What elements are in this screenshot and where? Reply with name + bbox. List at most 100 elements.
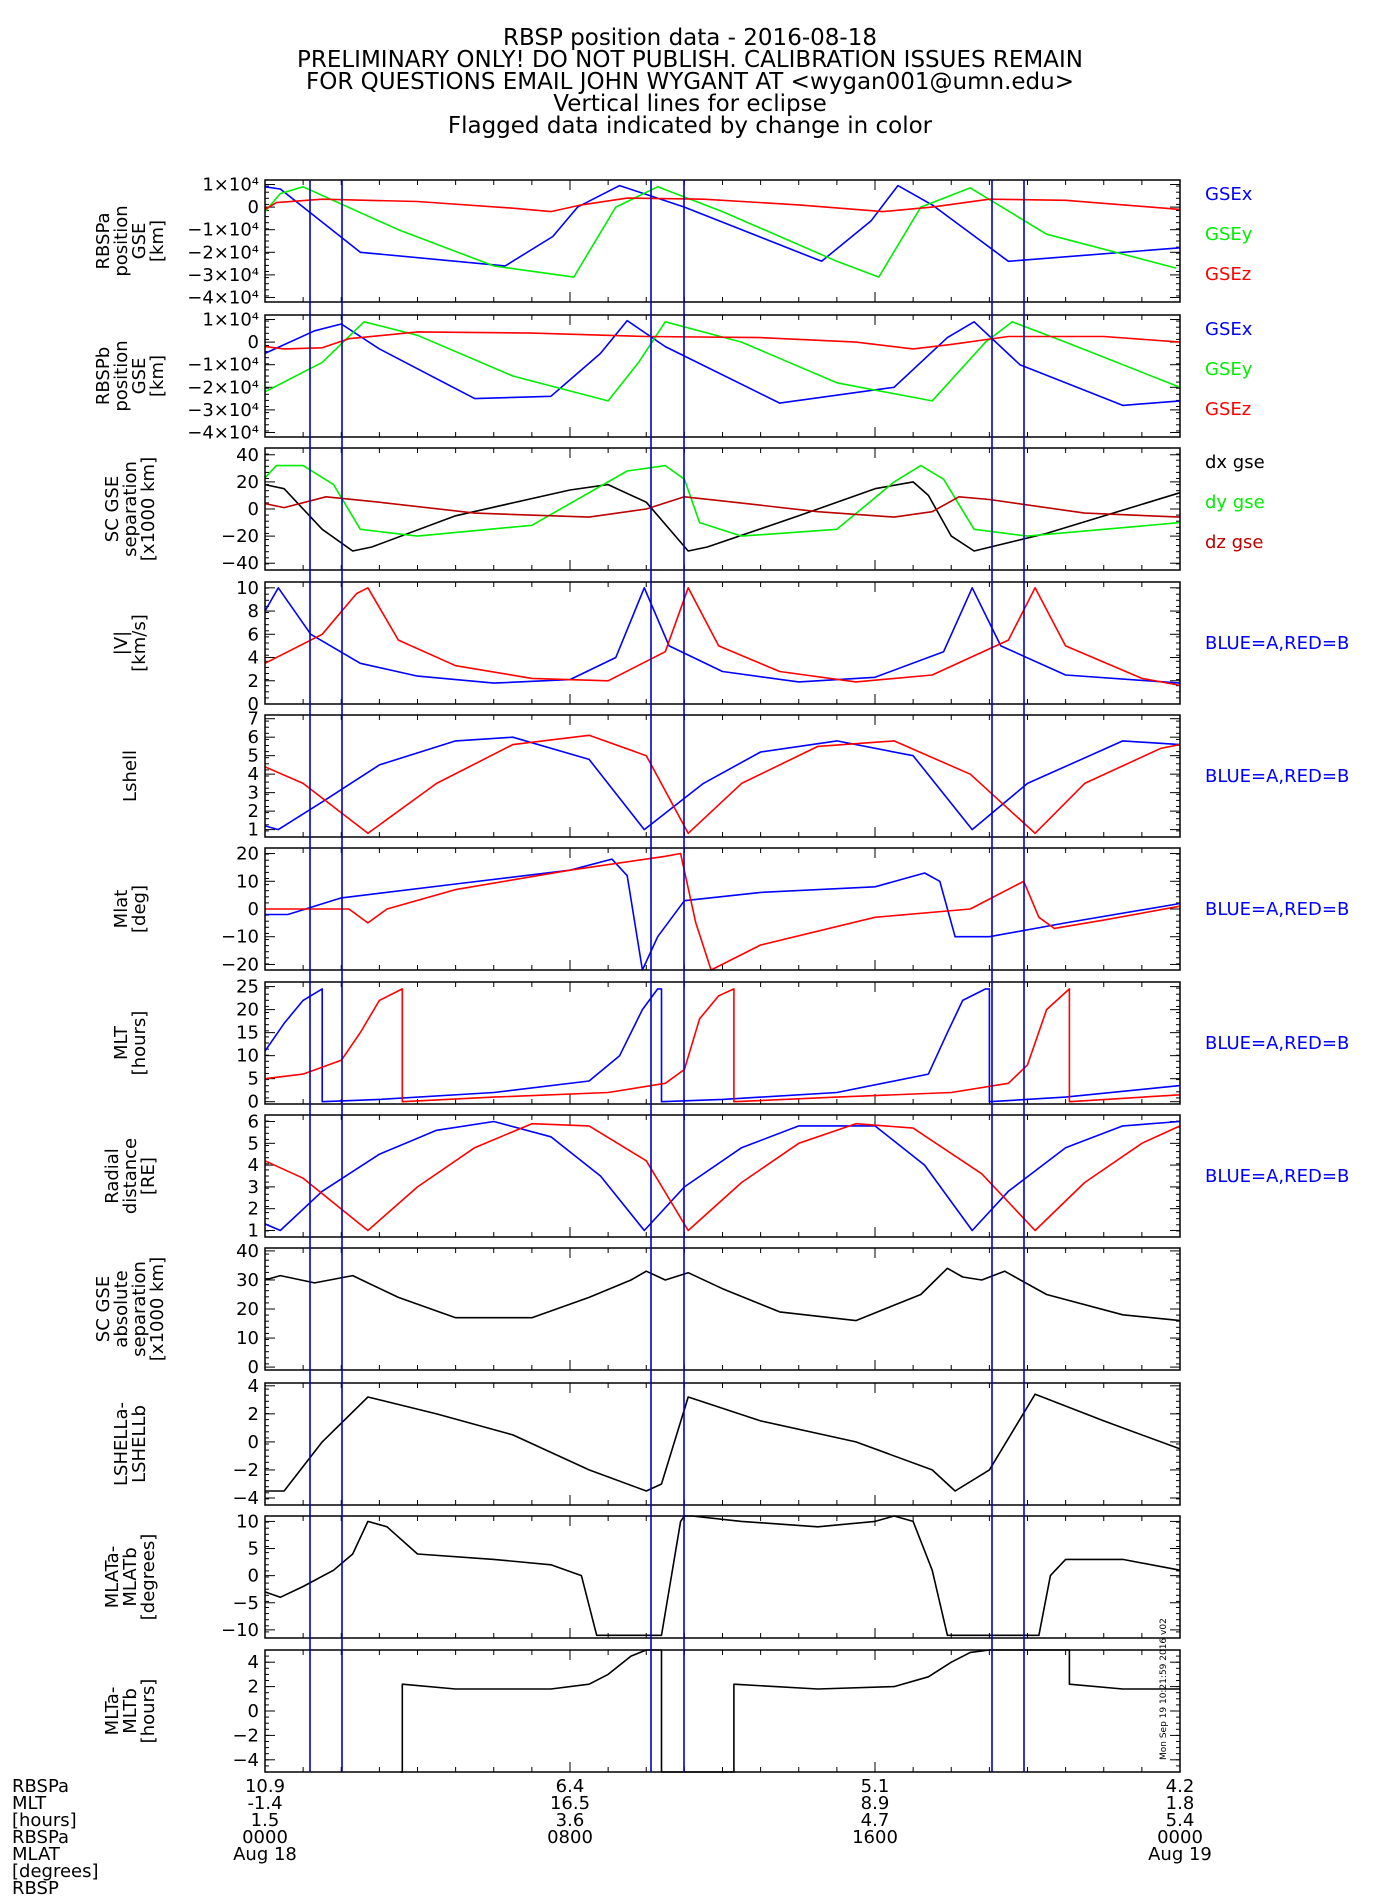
y-tick-label: 0 [248,197,259,218]
y-tick-label: 0 [248,899,259,920]
y-tick-label: −10 [221,927,259,948]
y-tick-label: 8 [248,601,259,622]
series-line-b [264,587,1181,687]
y-tick-label: 1 [248,1220,259,1241]
version-stamp: Mon Sep 19 10:21:59 2016 v02 [1159,1618,1169,1760]
y-tick-label: 20 [236,1000,259,1021]
legend-entry: BLUE=A,RED=B [1205,633,1349,654]
series-line-a [264,587,1181,684]
panel-11: 10 5 0 −5 −10 MLATa-MLATb[degrees] [102,1511,1181,1641]
footer-tick-label: 3.6 [556,1810,585,1831]
y-tick-label: 6 [248,727,259,748]
y-tick-label: 5 [248,1539,259,1560]
y-tick-label: 2 [248,1677,259,1698]
footer-tick-label: 5.1 [861,1776,890,1797]
y-axis-label: |V|[km/s] [111,614,150,671]
y-tick-label: 0 [248,1432,259,1453]
series-line-dx-gse [264,481,1181,552]
y-tick-label: 0 [248,332,259,353]
y-tick-label: 0 [248,1566,259,1587]
legend-entry: BLUE=A,RED=B [1205,1033,1349,1054]
series-line-gsex [264,319,1181,407]
panel-frame [264,981,1181,1105]
y-tick-label: 2 [248,1404,259,1425]
legend-entry: BLUE=A,RED=B [1205,766,1349,787]
y-tick-label: −2×10⁴ [187,377,259,398]
legend-entry: BLUE=A,RED=B [1205,1166,1349,1187]
y-axis-label: RBSPapositionGSE[km] [93,205,168,276]
footer-row-label: RBSPa [12,1776,69,1797]
series-line-value [265,1393,1181,1492]
footer-row-label: [degrees] [12,1861,99,1882]
footer-axis-labels: RBSPaMLT[hours]RBSPaMLAT[degrees]RBSP10.… [12,1776,1212,1899]
y-tick-label: 6 [248,1112,259,1133]
footer-row-label: [hours] [12,1810,77,1831]
y-tick-label: 20 [236,844,259,865]
title-line-3: FOR QUESTIONS EMAIL JOHN WYGANT AT <wyga… [306,69,1074,95]
y-axis-label: SC GSEseparation[x1000 km] [102,457,159,561]
panel-12: 4 2 0 −2 −4 MLTa-MLTb[hours] [102,1649,1181,1773]
panel-frame [264,1114,1181,1238]
y-tick-label: −3×10⁴ [187,400,259,421]
title-line-4: Vertical lines for eclipse [553,91,826,117]
footer-row-label: RBSPa [12,1827,69,1848]
title-line-5: Flagged data indicated by change in colo… [448,113,933,139]
y-tick-label: 15 [236,1023,259,1044]
footer-tick-label: 4.7 [861,1810,890,1831]
panel-frame [264,179,1181,303]
y-tick-label: 40 [236,445,259,466]
series-line-value [264,1515,1181,1637]
y-tick-label: 0 [248,694,259,715]
panel-frame [264,847,1181,971]
y-tick-label: 6 [248,624,259,645]
y-tick-label: 3 [248,783,259,804]
y-tick-label: 2 [248,671,259,692]
y-tick-label: −4×10⁴ [187,422,259,443]
series-line-b [264,734,1181,835]
footer-tick-label: 1.8 [1166,1793,1195,1814]
legend-entry: GSEz [1205,264,1251,285]
y-tick-label: 2 [248,1199,259,1220]
y-tick-label: −4 [232,1488,259,1509]
series-line-b [265,852,1181,971]
panel-frame [264,581,1181,705]
y-tick-label: −2 [232,1725,259,1746]
footer-row-label: MLAT [12,1844,61,1865]
y-tick-label: 0 [248,499,259,520]
y-axis-label: RBSPbpositionGSE[km] [93,340,168,411]
y-axis-label: MLTa-MLTb[hours] [102,1679,159,1744]
panel-6: 20 10 0 −10 −20 Mlat[deg] BLUE=A,RED=B [111,844,1349,976]
y-tick-label: 4 [248,1376,259,1397]
legend-entry: dz gse [1205,532,1263,553]
series-line-b [264,1122,1181,1232]
y-axis-label: MLATa-MLATb[degrees] [102,1534,159,1621]
footer-tick-label: 1.5 [251,1810,280,1831]
y-tick-label: −4 [232,1750,259,1771]
series-line-value [400,1649,1180,1773]
y-tick-label: −1×10⁴ [187,220,259,241]
panel-frame [264,1515,1181,1639]
y-tick-label: −1×10⁴ [187,355,259,376]
y-tick-label: 10 [236,871,259,892]
y-tick-label: 4 [248,1155,259,1176]
figure-title: RBSP position data - 2016-08-18 PRELIMIN… [297,25,1083,139]
footer-tick-label: 1600 [852,1827,898,1848]
y-tick-label: 30 [236,1270,259,1291]
y-tick-label: 4 [248,764,259,785]
y-tick-label: 2 [248,801,259,822]
footer-tick-label: 16.5 [550,1793,590,1814]
y-tick-label: 5 [248,1133,259,1154]
series-line-a [264,988,1181,1103]
panel-9: 40 30 20 10 0 SC GSEabsoluteseparation[x1000 … [93,1241,1181,1378]
y-tick-label: 25 [236,977,259,998]
legend-entry: GSEx [1205,184,1253,205]
y-tick-label: 0 [248,1092,259,1113]
title-line-1: RBSP position data - 2016-08-18 [503,25,877,51]
panels: 1×10⁴0−1×10⁴−2×10⁴−3×10⁴−4×10⁴RBSPaposit… [93,175,1349,1773]
series-line-b [264,988,1181,1103]
series-line-dz-gse [264,496,1181,518]
